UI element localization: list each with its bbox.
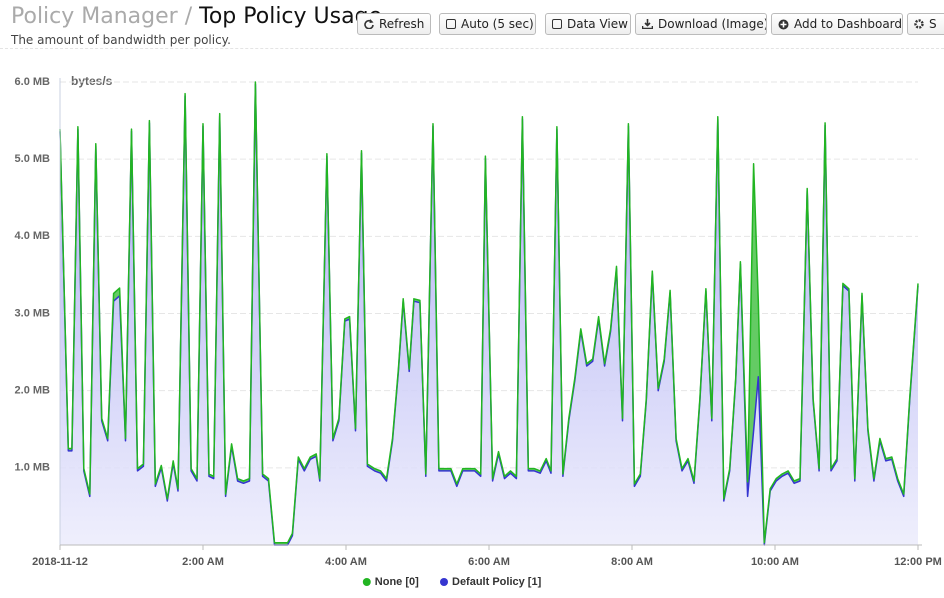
x-tick-label: 6:00 AM <box>468 556 510 568</box>
button-label: Refresh <box>379 17 425 31</box>
legend-item[interactable]: None [0] <box>362 576 419 588</box>
y-tick-label: 6.0 MB <box>15 76 51 88</box>
button-label: S <box>929 17 937 31</box>
y-tick-label: 1.0 MB <box>15 462 51 474</box>
x-tick-label: 10:00 AM <box>751 556 799 568</box>
legend-marker <box>440 578 448 586</box>
series-area <box>60 84 918 546</box>
y-axis-title: bytes/s <box>71 74 113 88</box>
icon <box>364 19 374 29</box>
refresh-button[interactable]: Refresh <box>357 13 431 35</box>
legend-label: None [0] <box>375 576 419 588</box>
button-label: Download (Image) <box>658 17 767 31</box>
breadcrumb: Policy Manager / Top Policy Usage <box>11 4 382 29</box>
legend-marker <box>362 578 371 586</box>
legend-item[interactable]: Default Policy [1] <box>440 576 542 588</box>
add-dashboard-button[interactable]: Add to Dashboard <box>771 13 903 35</box>
settings-button[interactable]: S <box>907 13 944 35</box>
y-tick-label: 5.0 MB <box>15 153 51 165</box>
icon <box>778 19 789 29</box>
icon <box>914 19 924 29</box>
x-tick-label: 2018-11-12 <box>32 556 88 568</box>
page-title: Top Policy Usage <box>199 4 383 29</box>
icon <box>446 19 456 29</box>
chart: bytes/s 1.0 MB 2.0 MB 3.0 MB 4.0 MB 5.0 MB 6.… <box>0 48 944 588</box>
y-tick-label: 4.0 MB <box>15 230 51 242</box>
icon <box>642 19 653 29</box>
auto-button[interactable]: Auto (5 sec) <box>439 13 536 35</box>
legend-label: Default Policy [1] <box>452 576 542 588</box>
data-view-button[interactable]: Data View <box>545 13 631 35</box>
x-tick-label: 12:00 PM <box>894 556 942 568</box>
y-tick-label: 3.0 MB <box>15 307 51 319</box>
button-label: Auto (5 sec) <box>461 17 534 31</box>
series-line <box>59 81 919 544</box>
x-tick-label: 4:00 AM <box>325 556 367 568</box>
legend: None [0] Default Policy [1] <box>362 576 542 588</box>
icon <box>552 19 562 29</box>
download-button[interactable]: Download (Image) <box>635 13 767 35</box>
breadcrumb-link[interactable]: Policy Manager <box>11 4 178 29</box>
x-tick-label: 2:00 AM <box>182 556 224 568</box>
button-label: Data View <box>567 17 628 31</box>
x-tick-label: 8:00 AM <box>611 556 653 568</box>
y-tick-label: 2.0 MB <box>15 385 51 397</box>
separator: / <box>184 4 193 29</box>
button-label: Add to Dashboard <box>794 17 903 31</box>
subtitle: The amount of bandwidth per policy. <box>11 33 231 47</box>
